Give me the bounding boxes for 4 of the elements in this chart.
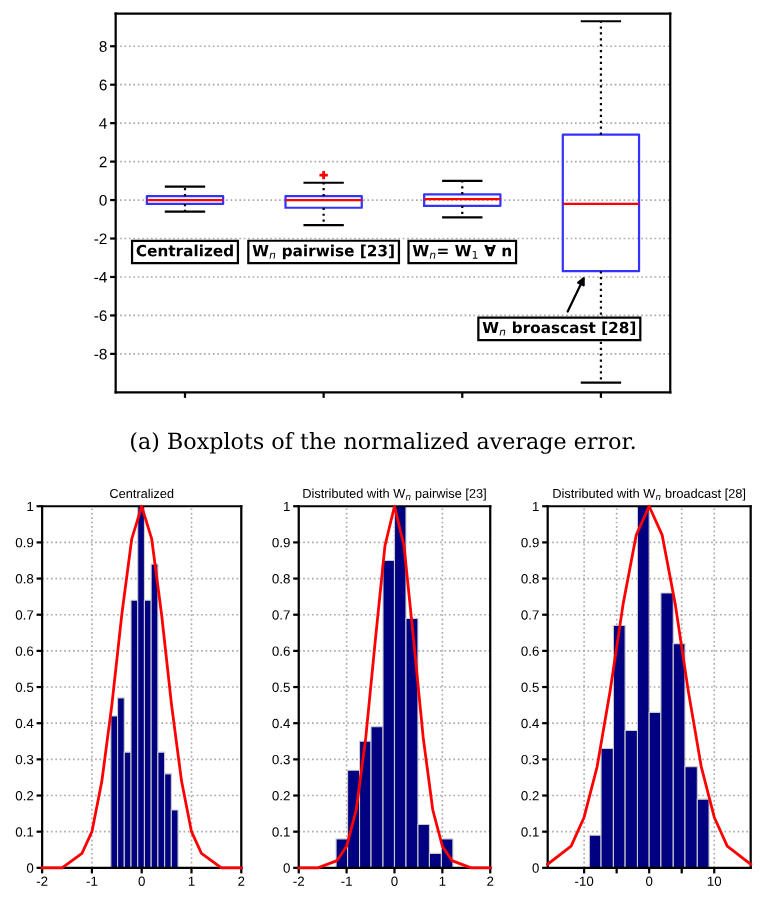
text: (a) Boxplots of the normalized average error. (131, 432, 635, 454)
line-series (40, 504, 243, 870)
line-series (546, 504, 753, 866)
line-series (297, 504, 492, 870)
